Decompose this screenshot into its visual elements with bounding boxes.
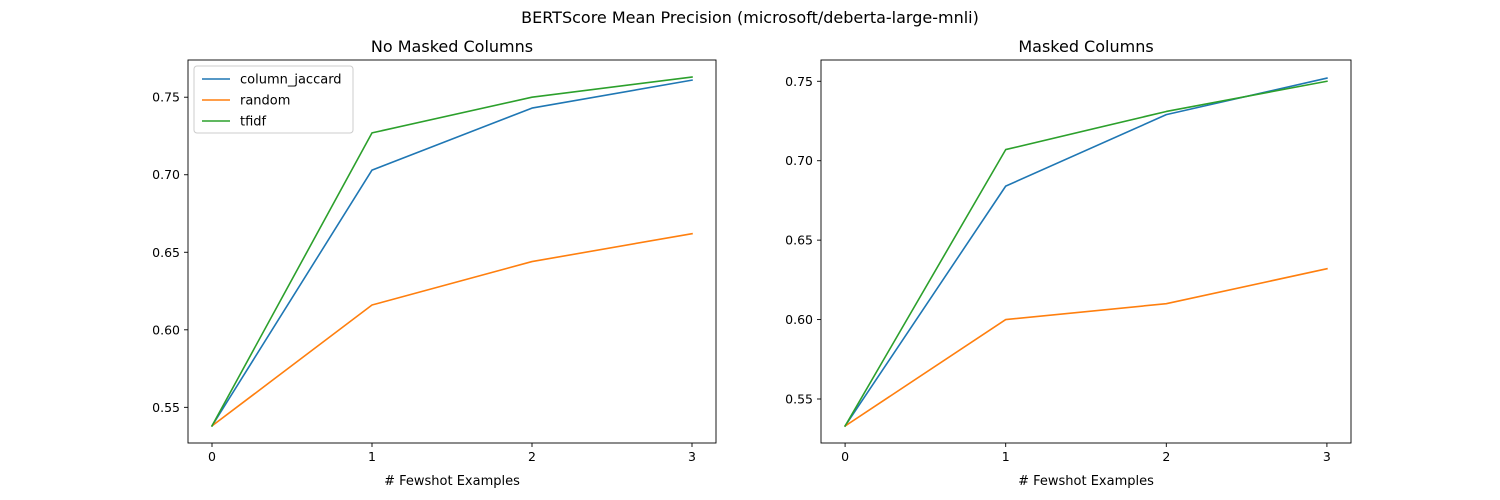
legend-label-tfidf: tfidf (240, 115, 267, 130)
y-tick-label: 0.65 (152, 245, 180, 260)
y-tick-label: 0.75 (785, 74, 813, 89)
subplot-title: No Masked Columns (371, 37, 533, 56)
subplot-2: Masked Columns 0 1 2 3 0.55 0.60 0.65 0.70 0.75 # … (785, 37, 1352, 489)
y-tick-label: 0.60 (785, 312, 813, 327)
y-tick-label: 0.60 (152, 322, 180, 337)
y-tick-label: 0.70 (152, 167, 180, 182)
y-tick-label: 0.65 (785, 233, 813, 248)
y-tick-label: 0.75 (152, 90, 180, 105)
x-tick-label: 2 (1162, 449, 1170, 464)
x-tick-label: 0 (841, 449, 849, 464)
series-line-tfidf (843, 80, 1328, 428)
x-tick-label: 0 (208, 449, 216, 464)
subplot-title: Masked Columns (1018, 37, 1153, 56)
legend-box (193, 65, 354, 134)
y-tick-label: 0.55 (152, 400, 180, 415)
legend-label-random: random (240, 94, 290, 109)
series-line-random (843, 267, 1328, 428)
y-tick-label: 0.70 (785, 153, 813, 168)
figure-suptitle: BERTScore Mean Precision (microsoft/debe… (521, 8, 979, 27)
x-tick-label: 1 (1002, 449, 1010, 464)
subplot-1: No Masked Columns 0 1 2 3 0.55 0.60 0.65 0.70 0.7… (152, 37, 717, 489)
x-tick-label: 1 (368, 449, 376, 464)
x-tick-label: 3 (1323, 449, 1331, 464)
series-line-column_jaccard (210, 79, 693, 428)
legend-label-column_jaccard: column_jaccard (240, 73, 342, 88)
series-line-random (210, 232, 693, 428)
y-tick-label: 0.55 (785, 391, 813, 406)
series-line-tfidf (210, 76, 693, 428)
x-tick-label: 3 (688, 449, 696, 464)
plot-frame (187, 59, 717, 444)
plot-frame (820, 59, 1352, 444)
x-axis-label: # Fewshot Examples (384, 474, 520, 489)
x-axis-label: # Fewshot Examples (1018, 474, 1154, 489)
x-tick-label: 2 (528, 449, 536, 464)
